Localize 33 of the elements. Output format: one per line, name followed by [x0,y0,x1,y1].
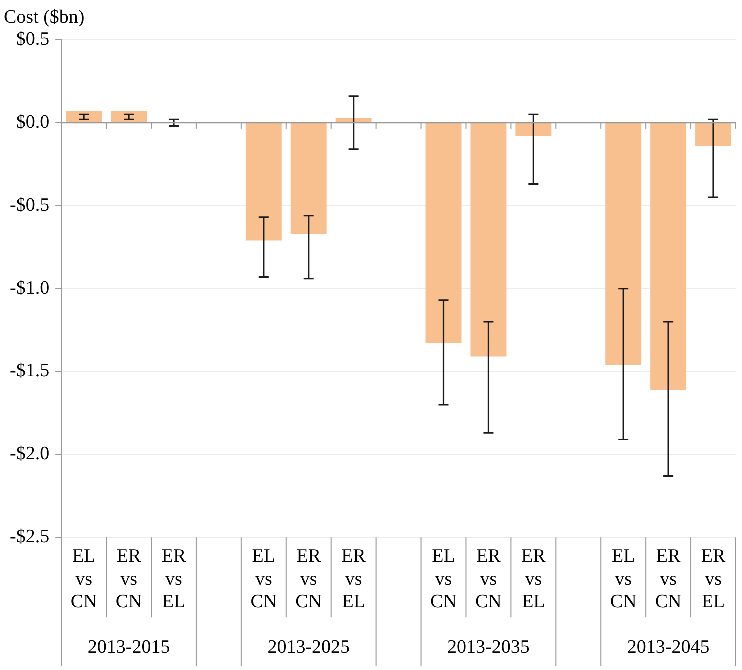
y-tick-label: -$1.0 [10,278,50,299]
x-tick-label: EL vs CN [250,546,278,613]
bar [516,123,552,136]
text: 2013-2045 [627,636,710,658]
x-tick-label: ER vs EL [701,546,726,613]
x-tick-label: EL vs CN [610,546,638,613]
text: 2013-2015 [88,636,170,658]
x-tick-label: ER vs CN [116,546,142,613]
x-tick-label: ER vs EL [342,546,366,613]
y-tick-label: -$0.5 [10,194,50,216]
text: 2013-2035 [448,636,530,658]
y-tick-label: $0.0 [16,112,50,133]
y-tick-label: -$2.0 [10,444,50,465]
x-tick-label: ER vs EL [162,546,186,613]
bar [246,123,282,241]
bar [66,111,102,122]
x-tick-label: ER vs EL [522,546,546,613]
x-tick-label: ER vs CN [476,546,502,613]
bar [470,123,507,357]
x-tick-label: ER vs CN [296,546,322,613]
x-tick-label: EL vs CN [70,546,98,613]
bar [426,123,462,344]
y-tick-label: -$1.5 [10,360,50,382]
y-tick-label: $0.5 [16,28,50,50]
text: 2013-2025 [268,636,350,658]
bar [290,123,327,234]
x-tick-label: ER vs CN [655,546,682,613]
bar [696,123,732,146]
bar [606,123,642,366]
bar [650,123,687,390]
y-tick-label: -$2.5 [10,526,50,548]
x-tick-label: EL vs CN [430,546,458,613]
y-axis-title: Cost ($bn) [4,6,85,28]
